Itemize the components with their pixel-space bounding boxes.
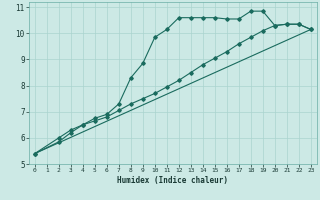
- X-axis label: Humidex (Indice chaleur): Humidex (Indice chaleur): [117, 176, 228, 185]
